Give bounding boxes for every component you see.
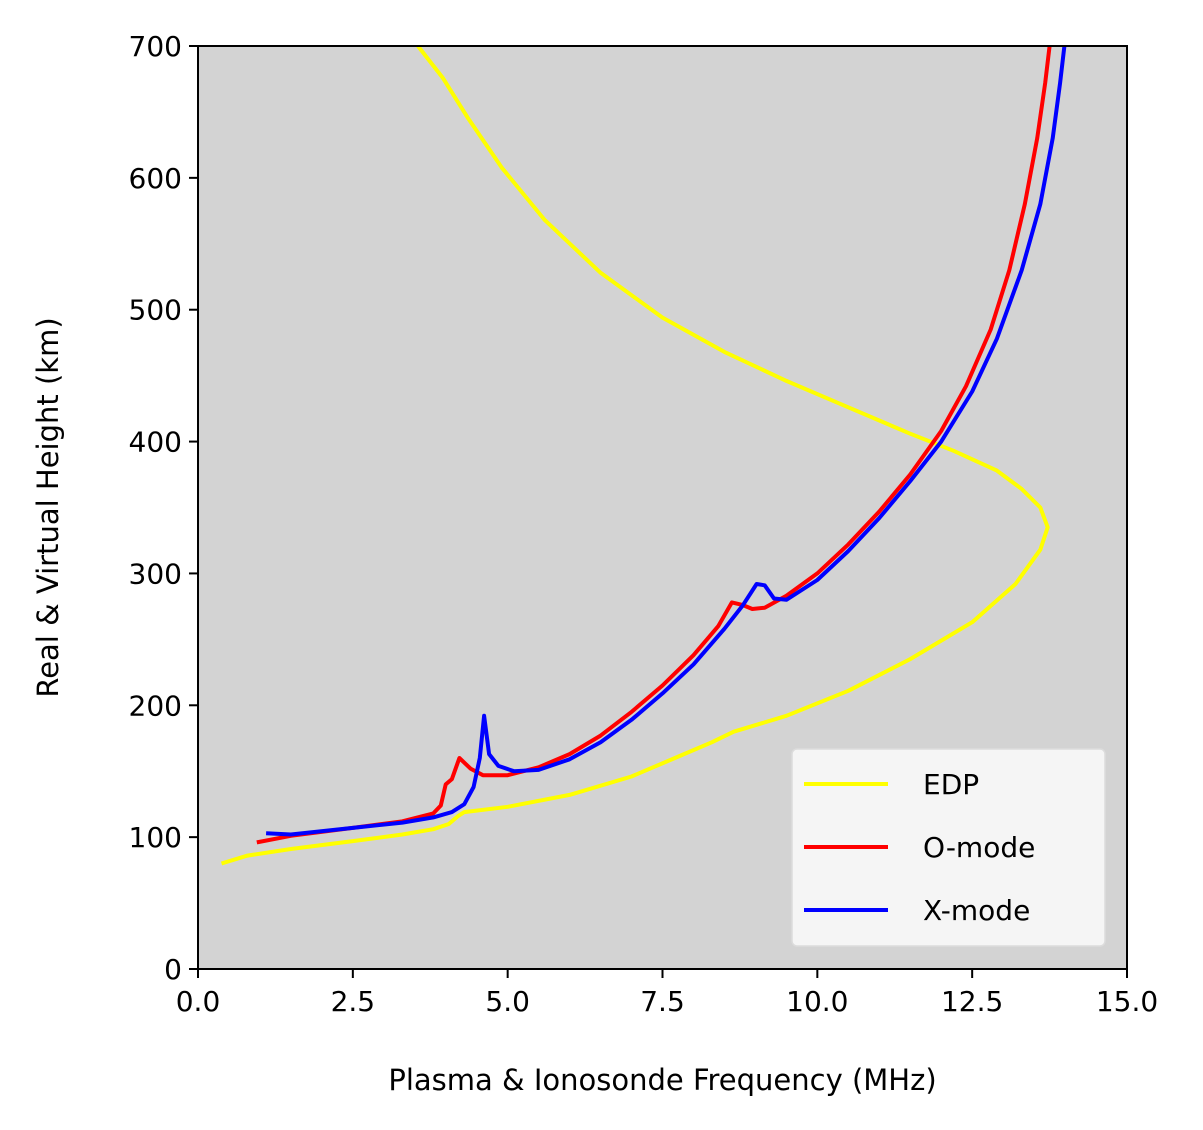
x-axis: 0.0 2.5 5.0 7.5 10.0 12.5 15.0 (176, 969, 1158, 1018)
series-layer (220, 46, 1067, 866)
y-axis: 0 100 200 300 400 500 600 700 (129, 30, 198, 986)
y-axis-label: Real & Virtual Height (km) (31, 317, 65, 697)
series-line-o-mode (256, 46, 1052, 845)
y-tick-label: 400 (129, 426, 182, 459)
y-tick-label: 700 (129, 30, 182, 63)
legend: EDP O-mode X-mode (791, 748, 1106, 947)
x-axis-label: Plasma & Ionosonde Frequency (MHz) (388, 1063, 936, 1097)
legend-label-x-mode: X-mode (923, 894, 1030, 927)
x-tick-label: 0.0 (176, 985, 221, 1018)
y-tick-label: 200 (129, 689, 182, 722)
x-tick-label: 2.5 (331, 985, 376, 1018)
legend-label-edp: EDP (923, 768, 979, 801)
x-tick-label: 15.0 (1096, 985, 1158, 1018)
x-tick-label: 5.0 (485, 985, 530, 1018)
y-tick-label: 300 (129, 557, 182, 590)
legend-label-o-mode: O-mode (923, 831, 1035, 864)
y-tick-label: 500 (129, 294, 182, 327)
series-line-x-mode (265, 46, 1067, 837)
legend-box (791, 748, 1106, 947)
y-tick-label: 600 (129, 162, 182, 195)
series-line-edp (220, 46, 1050, 866)
y-tick-label: 100 (129, 821, 182, 854)
y-tick-label: 0 (164, 953, 182, 986)
x-tick-label: 7.5 (640, 985, 685, 1018)
x-tick-label: 12.5 (941, 985, 1003, 1018)
x-tick-label: 10.0 (786, 985, 848, 1018)
